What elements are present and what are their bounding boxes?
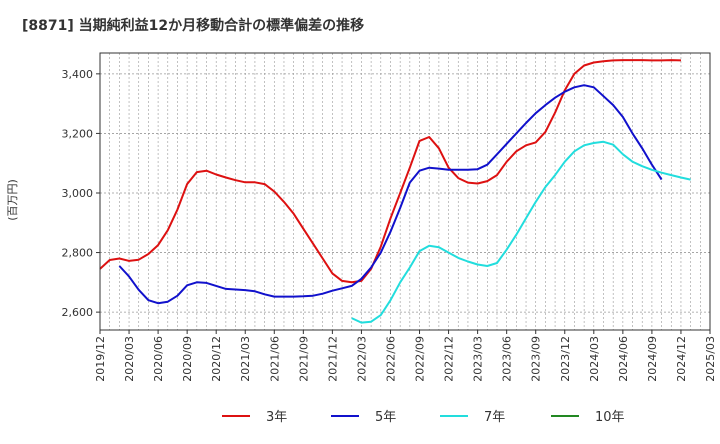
series-line-5年	[118, 84, 663, 305]
legend-label: 10年	[595, 410, 625, 425]
x-tick-label: 2021/03	[239, 336, 252, 382]
x-tick-label: 2022/03	[355, 336, 368, 382]
legend-label: 5年	[375, 410, 396, 425]
x-tick-label: 2023/09	[530, 336, 543, 382]
y-tick-label: 2,800	[62, 247, 94, 260]
x-tick-label: 2021/12	[326, 336, 339, 382]
y-tick-label: 2,600	[62, 306, 94, 319]
y-tick-label: 3,000	[62, 187, 94, 200]
x-tick-label: 2022/06	[384, 336, 397, 382]
x-tick-label: 2021/06	[268, 336, 281, 382]
legend-label: 3年	[266, 410, 287, 425]
plot-frame	[99, 52, 711, 331]
chart-title: [8871] 当期純利益12か月移動合計の標準偏差の推移	[22, 17, 364, 34]
y-tick-label: 3,200	[62, 127, 94, 140]
y-axis-ticks: 2,600 2,800 3,000 3,200 3,400	[62, 68, 100, 319]
x-tick-label: 2024/06	[617, 336, 630, 382]
x-axis-ticks: 2019/12 2020/03 2020/06 2020/09 2020/12 2021/…	[94, 330, 717, 382]
y-tick-label: 3,400	[62, 68, 94, 81]
series-line-7年	[351, 140, 691, 324]
x-tick-label: 2020/12	[210, 336, 223, 382]
series-line-3年	[99, 59, 682, 284]
y-axis-label: (百万円)	[6, 179, 19, 221]
legend-label: 7年	[484, 410, 505, 425]
x-tick-label: 2020/09	[181, 336, 194, 382]
x-tick-label: 2024/12	[675, 336, 688, 382]
x-tick-label: 2023/03	[472, 336, 485, 382]
x-tick-label: 2022/12	[443, 336, 456, 382]
x-tick-label: 2023/12	[559, 336, 572, 382]
x-tick-label: 2020/06	[152, 336, 165, 382]
x-tick-label: 2023/06	[501, 336, 514, 382]
x-tick-label: 2024/09	[646, 336, 659, 382]
x-tick-label: 2021/09	[297, 336, 310, 382]
series-lines	[99, 59, 691, 324]
x-tick-label: 2025/03	[704, 336, 717, 382]
grid	[99, 53, 711, 330]
x-tick-label: 2019/12	[94, 336, 107, 382]
x-tick-label: 2020/03	[123, 336, 136, 382]
x-tick-label: 2024/03	[588, 336, 601, 382]
x-tick-label: 2022/09	[414, 336, 427, 382]
legend: 3年 5年 7年 10年	[222, 410, 625, 425]
